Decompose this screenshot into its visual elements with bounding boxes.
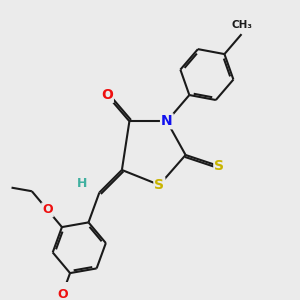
Text: O: O [101, 88, 113, 102]
Text: S: S [154, 178, 164, 192]
Text: O: O [57, 288, 68, 300]
Text: CH₃: CH₃ [231, 20, 252, 30]
Text: O: O [42, 203, 53, 216]
Text: H: H [77, 177, 88, 190]
Text: N: N [161, 114, 173, 128]
Text: S: S [214, 159, 224, 173]
